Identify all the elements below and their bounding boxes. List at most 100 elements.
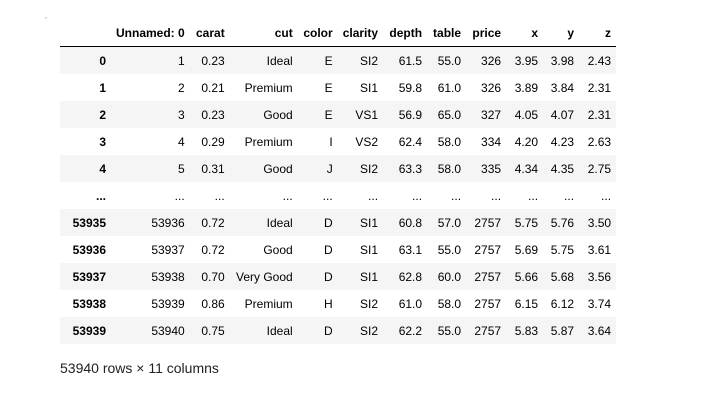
ellipsis-row: ....................................: [60, 182, 617, 209]
column-header: depth: [383, 20, 428, 47]
table-row: 53939 53940 0.75 Ideal D SI2 62.2 55.0 2757 5.83 5…: [60, 317, 617, 344]
table-cell: 3.89: [514, 80, 539, 95]
table-row: 53936 53937 0.72 Good D SI1 63.1 55.0 2757 5.69 5.…: [60, 236, 617, 263]
table-cell: 53938: [151, 269, 185, 284]
table-cell: 0.86: [201, 296, 225, 311]
table-cell: 3.50: [587, 215, 612, 230]
table-cell: SI1: [360, 269, 379, 284]
table-cell: I: [329, 134, 333, 149]
table-cell: 63.1: [398, 242, 423, 257]
table-cell: 2757: [474, 242, 502, 257]
table-cell: 5.75: [514, 215, 539, 230]
table-cell: H: [324, 296, 333, 311]
row-index: 2: [99, 107, 106, 122]
table-cell: Premium: [244, 134, 293, 149]
dataframe-table: Unnamed: 0 carat cut color clarity depth table…: [60, 20, 617, 344]
table-cell: Ideal: [266, 215, 293, 230]
table-cell: 3.84: [550, 80, 575, 95]
table-cell: 6.12: [550, 296, 575, 311]
table-cell: Ideal: [266, 53, 293, 68]
table-cell: ...: [601, 188, 612, 203]
table-cell: E: [324, 53, 333, 68]
row-index: 4: [99, 161, 106, 176]
table-cell: 53940: [151, 323, 185, 338]
table-cell: D: [324, 323, 333, 338]
table-cell: 53939: [151, 296, 185, 311]
column-header: x: [506, 20, 544, 47]
table-cell: ...: [322, 188, 333, 203]
dataframe-shape-summary: 53940 rows × 11 columns: [60, 360, 219, 376]
table-row: 53937 53938 0.70 Very Good D SI1 62.8 60.0 2757 5…: [60, 263, 617, 290]
table-cell: 4.35: [550, 161, 575, 176]
table-cell: 4: [178, 134, 185, 149]
table-cell: 0.23: [201, 107, 225, 122]
table-cell: 3.64: [587, 323, 612, 338]
table-cell: 5.76: [550, 215, 575, 230]
table-cell: D: [324, 242, 333, 257]
row-index: 53938: [72, 296, 106, 311]
table-cell: 0.23: [201, 53, 225, 68]
table-cell: 2757: [474, 215, 502, 230]
table-cell: VS2: [355, 134, 379, 149]
table-cell: 5.83: [514, 323, 539, 338]
table-cell: 62.4: [398, 134, 423, 149]
column-header: y: [543, 20, 580, 47]
table-header: Unnamed: 0 carat cut color clarity depth table…: [60, 20, 617, 47]
table-row: 1 2 0.21 Premium E SI1 59.8 61.0 326 3.89 3.84 2.31: [60, 74, 617, 101]
column-header: price: [466, 20, 507, 47]
table-cell: 2.75: [587, 161, 612, 176]
table-cell: Good: [263, 161, 293, 176]
table-cell: 53937: [151, 242, 185, 257]
table-cell: 53936: [151, 215, 185, 230]
table-cell: Premium: [244, 80, 293, 95]
table-cell: D: [324, 215, 333, 230]
table-cell: 2.31: [587, 107, 612, 122]
table-cell: ...: [174, 188, 185, 203]
table-cell: SI1: [360, 242, 379, 257]
table-cell: 0.21: [201, 80, 225, 95]
table-cell: 1: [178, 53, 185, 68]
table-cell: ...: [451, 188, 462, 203]
row-index: 53936: [72, 242, 106, 257]
table-cell: Ideal: [266, 323, 293, 338]
table-cell: 59.8: [398, 80, 423, 95]
table-cell: ...: [491, 188, 502, 203]
table-cell: 61.0: [398, 296, 423, 311]
table-cell: 2.43: [587, 53, 612, 68]
table-cell: 62.2: [398, 323, 423, 338]
row-index: 3: [99, 134, 106, 149]
table-cell: 0.29: [201, 134, 225, 149]
table-cell: 4.23: [550, 134, 575, 149]
table-cell: 62.8: [398, 269, 423, 284]
cell-prompt-marker: ·: [44, 10, 48, 24]
row-index: 53937: [72, 269, 106, 284]
table-cell: 63.3: [398, 161, 423, 176]
table-cell: SI1: [360, 80, 379, 95]
table-cell: 5.69: [514, 242, 539, 257]
table-cell: D: [324, 269, 333, 284]
row-index: 53939: [72, 323, 106, 338]
table-cell: 327: [481, 107, 502, 122]
table-cell: 4.07: [550, 107, 575, 122]
table-cell: 0.72: [201, 215, 225, 230]
table-cell: 2.63: [587, 134, 612, 149]
table-cell: 3.98: [550, 53, 575, 68]
table-cell: 3: [178, 107, 185, 122]
table-cell: VS1: [355, 107, 379, 122]
table-cell: 6.15: [514, 296, 539, 311]
table-cell: 5.87: [550, 323, 575, 338]
table-cell: 3.74: [587, 296, 612, 311]
table-cell: 2: [178, 80, 185, 95]
table-cell: 65.0: [437, 107, 462, 122]
column-header: table: [427, 20, 467, 47]
table-cell: ...: [214, 188, 225, 203]
column-header: Unnamed: 0: [111, 20, 190, 47]
table-cell: 2757: [474, 269, 502, 284]
column-header: carat: [189, 20, 230, 47]
table-cell: Good: [263, 107, 293, 122]
table-row: 0 1 0.23 Ideal E SI2 61.5 55.0 326 3.95 3.98 2.43: [60, 46, 617, 74]
column-header: color: [297, 20, 338, 47]
table-cell: SI2: [360, 161, 379, 176]
table-cell: 5.75: [550, 242, 575, 257]
row-index: 53935: [72, 215, 106, 230]
